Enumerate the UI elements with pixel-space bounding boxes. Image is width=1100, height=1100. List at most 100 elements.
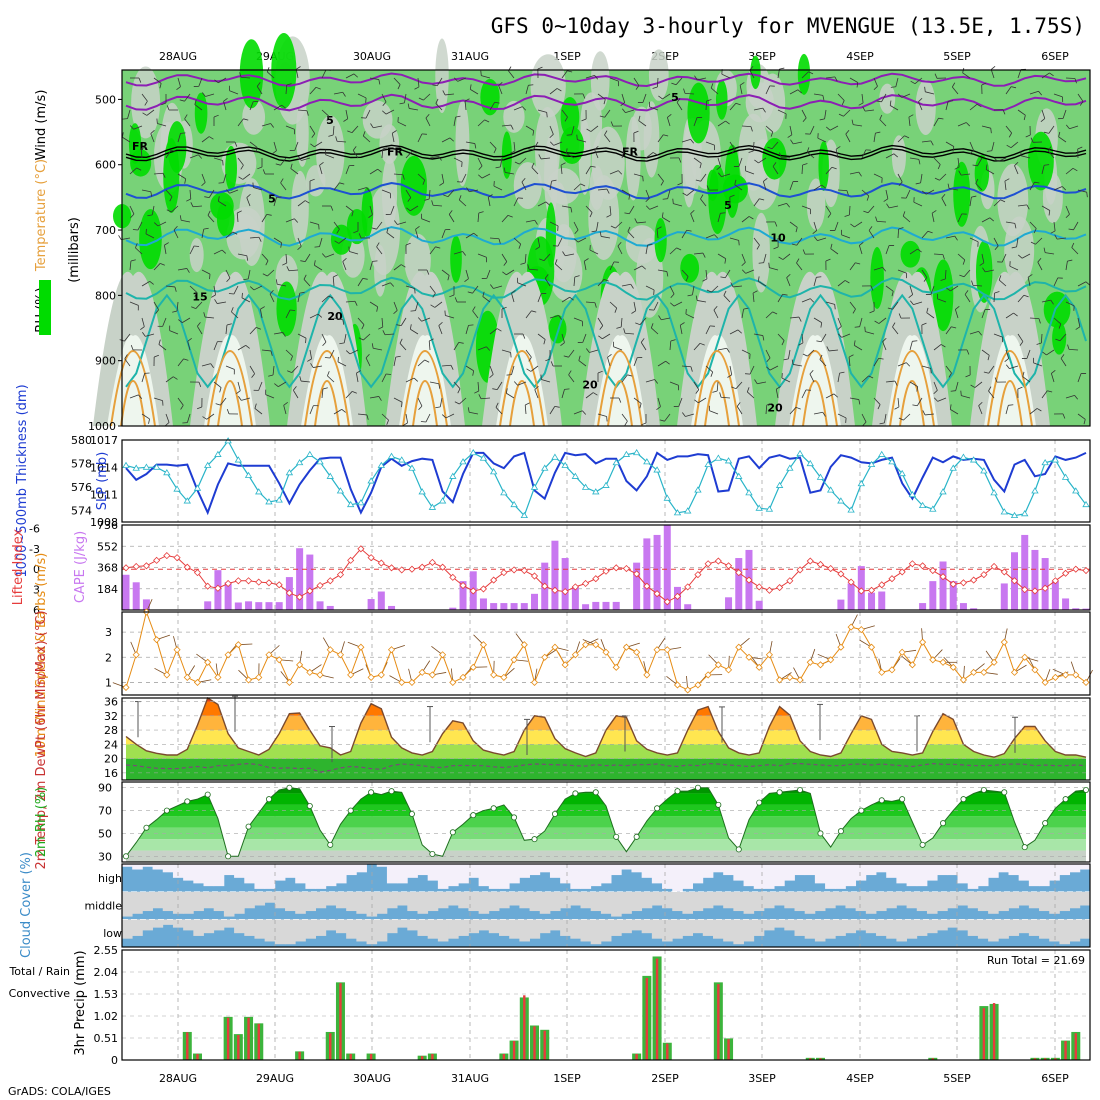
rh-grey-patch [242, 99, 266, 135]
lifted-index-marker [163, 552, 171, 560]
wind-barb-feather [890, 86, 896, 88]
wind-barb-staff [314, 264, 323, 271]
temp-tick-label: 16 [104, 767, 118, 780]
wind-barb-staff [594, 149, 599, 159]
wind-barb-staff [357, 317, 365, 325]
wind-barb-staff [981, 349, 990, 356]
rh-grey-patch [681, 117, 697, 208]
cloud-clear-high [855, 864, 867, 881]
wind-barb-feather [154, 354, 159, 358]
wind-barb-feather [816, 276, 822, 278]
wind-barb-staff [477, 212, 480, 223]
wind-barb-feather [654, 379, 658, 384]
wind-barb-feather [574, 229, 579, 235]
cloud-clear-high [590, 864, 602, 887]
wind10-marker [561, 661, 569, 669]
slp-marker [755, 504, 763, 511]
rh-moist-patch [128, 123, 142, 165]
precip-convective-bar [349, 1053, 352, 1060]
wind-barb-staff [428, 189, 431, 200]
rh2m-marker [776, 789, 783, 796]
lifted-index-marker [857, 587, 865, 595]
cloud-clear-low [234, 919, 245, 934]
wind-barb-staff [589, 249, 599, 255]
wind-barb-feather [202, 416, 207, 420]
slp-marker [510, 500, 518, 508]
lifted-index-marker [827, 564, 835, 573]
wind-barb-staff [445, 93, 455, 96]
wind-barb-staff [892, 301, 899, 310]
wind-barb-staff [314, 141, 323, 148]
wind-barb-staff [621, 189, 630, 195]
lifted-index-marker [459, 581, 467, 590]
wind-barb-feather [498, 238, 501, 244]
cloud-clear-middle [1079, 891, 1091, 906]
isotherm-25 [110, 350, 156, 427]
wind-barb-staff [267, 269, 275, 277]
wind-barb-feather [798, 316, 802, 322]
cape-bar [265, 602, 273, 610]
wind-barb-staff [385, 109, 395, 115]
wind-barb-feather [902, 211, 906, 217]
rh-grey-patch [379, 124, 400, 164]
wind-barb-staff [861, 93, 864, 103]
wind10-marker [1031, 666, 1039, 674]
temp-band [126, 758, 1086, 780]
wind-barb-staff [813, 184, 822, 191]
wind-barb-feather [1023, 294, 1029, 298]
cloud-clear-high [244, 864, 255, 884]
cloud-clear-middle [356, 891, 367, 914]
wind-barb-staff [739, 85, 743, 95]
wind-barb-feather [756, 244, 760, 250]
wind10-marker [684, 686, 692, 694]
cloud-clear-middle [172, 891, 184, 914]
cloud-clear-middle [488, 891, 500, 912]
wind-barb-feather [226, 323, 232, 326]
rh2m-marker [940, 820, 947, 827]
wind-barb-feather [172, 310, 178, 313]
lifted-index-marker [316, 581, 324, 590]
wind-barb-staff [285, 253, 288, 264]
slp-marker [683, 507, 692, 514]
wind-barb-feather [310, 363, 314, 368]
wind-barb-staff [633, 301, 637, 311]
wind-barb-staff [834, 221, 839, 231]
wind-barb-staff [749, 365, 755, 375]
wind-barb-staff [902, 215, 911, 223]
cloud-clear-high [346, 864, 357, 876]
wind-barb-staff [873, 133, 876, 143]
wind-barb-staff [638, 120, 647, 127]
wind-barb-staff [153, 301, 159, 310]
wind-barb-feather [831, 166, 837, 170]
wind-barb-staff [944, 269, 947, 280]
wind10-marker [530, 678, 539, 686]
cloud-clear-middle [1069, 891, 1081, 909]
wind-barb-feather [589, 212, 593, 218]
wind-barb-feather [311, 133, 316, 138]
rh2m-marker [163, 807, 170, 814]
wind-barb-staff [897, 362, 907, 367]
lifted-index-marker [959, 579, 968, 587]
cloud-clear-low [814, 919, 826, 942]
cloud-clear-middle [529, 891, 541, 912]
isotherm-25 [304, 350, 350, 427]
wind-barb-feather [964, 290, 969, 295]
wind-barb-feather [280, 242, 283, 248]
wind-barb-staff [892, 326, 899, 335]
wind10-marker [602, 648, 610, 656]
rh-grey-patch [503, 100, 525, 133]
wind-barb-feather [782, 293, 788, 296]
lifted-index-marker [776, 583, 784, 592]
cape-bar [970, 608, 978, 610]
wind-barb-staff [921, 269, 928, 278]
wind-barb-staff [177, 173, 186, 180]
wind-barb-feather [503, 167, 506, 173]
wind-barb-feather [958, 170, 962, 176]
wind-barb-feather [241, 292, 243, 298]
wind-barb-staff [249, 141, 258, 148]
isotherm-minus10 [125, 72, 1087, 88]
wind-barb-feather [544, 274, 549, 279]
cloud-clear-middle [916, 891, 928, 912]
wind-barb-staff [1065, 301, 1075, 307]
wind-barb-feather [435, 246, 441, 249]
